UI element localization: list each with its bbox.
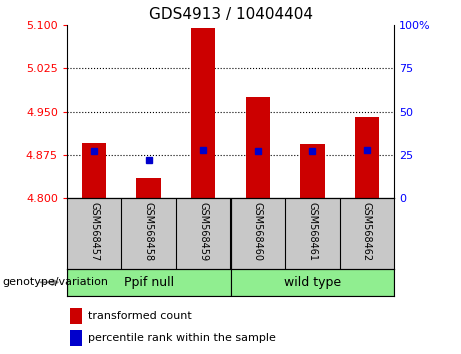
Title: GDS4913 / 10404404: GDS4913 / 10404404 [148,7,313,22]
Text: GSM568458: GSM568458 [144,202,154,261]
Bar [246,97,270,198]
Text: genotype/variation: genotype/variation [2,277,108,287]
Text: GSM568460: GSM568460 [253,202,263,261]
Text: GSM568461: GSM568461 [307,202,317,261]
Bar [67,269,230,296]
Text: Ppif null: Ppif null [124,276,174,289]
Bar [300,144,325,198]
Bar [82,143,106,198]
Bar [230,269,394,296]
Text: transformed count: transformed count [88,311,192,321]
Bar [355,117,379,198]
Text: GSM568459: GSM568459 [198,202,208,261]
Text: percentile rank within the sample: percentile rank within the sample [88,333,276,343]
Text: GSM568457: GSM568457 [89,202,99,261]
Text: wild type: wild type [284,276,341,289]
Bar [70,308,82,324]
Text: GSM568462: GSM568462 [362,202,372,261]
Bar [191,28,215,198]
Bar [136,178,161,198]
Bar [70,330,82,346]
